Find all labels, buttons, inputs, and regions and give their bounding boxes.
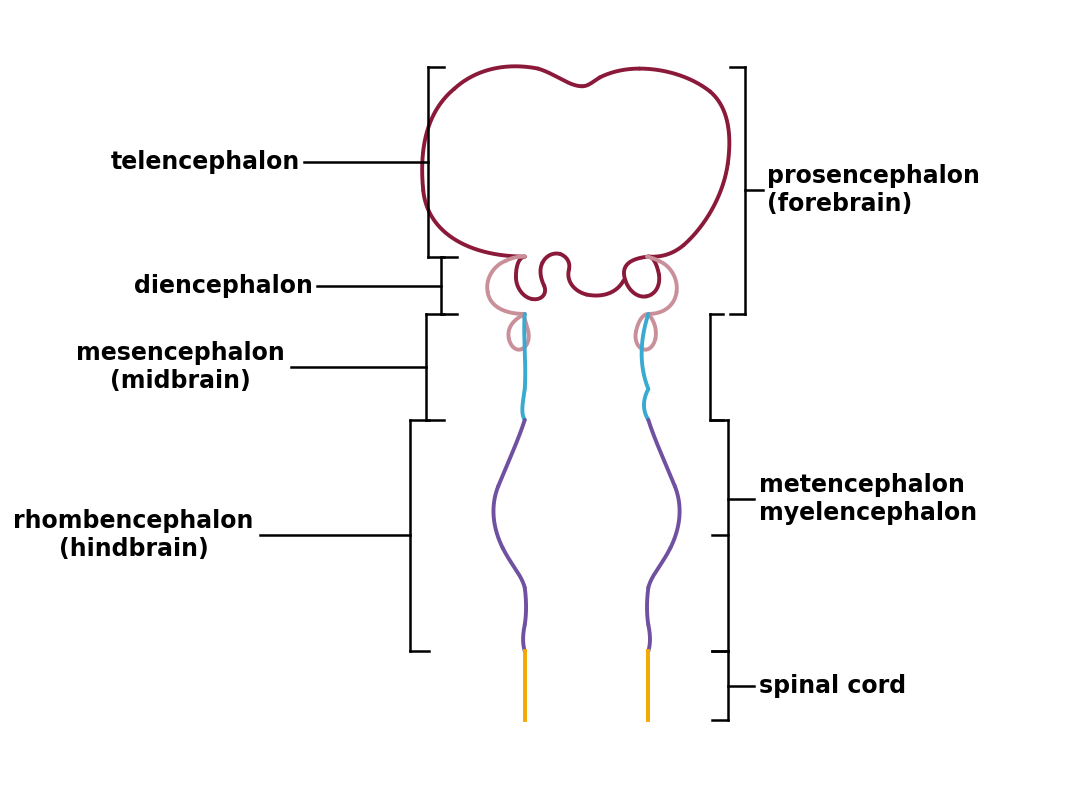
Text: rhombencephalon
(hindbrain): rhombencephalon (hindbrain) xyxy=(13,509,253,561)
Text: spinal cord: spinal cord xyxy=(759,673,905,698)
Text: metencephalon
myelencephalon: metencephalon myelencephalon xyxy=(759,473,977,525)
Text: diencephalon: diencephalon xyxy=(134,274,313,297)
Text: telencephalon: telencephalon xyxy=(111,150,300,174)
Text: prosencephalon
(forebrain): prosencephalon (forebrain) xyxy=(767,164,980,216)
Text: mesencephalon
(midbrain): mesencephalon (midbrain) xyxy=(76,341,285,393)
